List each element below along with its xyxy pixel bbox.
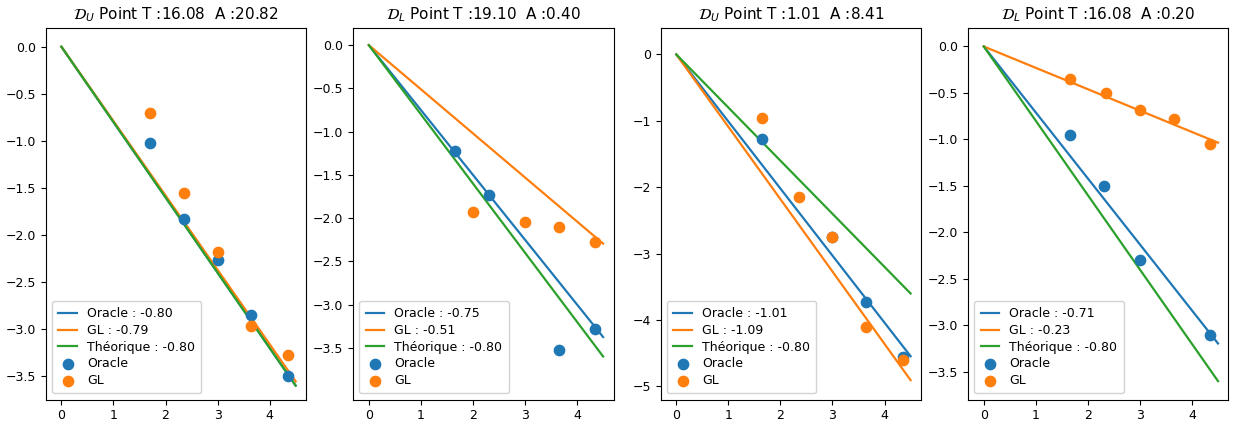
- Legend: Oracle : -1.01, GL : -1.09, Théorique : -0.80, Oracle, GL: Oracle : -1.01, GL : -1.09, Théorique : …: [666, 301, 816, 393]
- Point: [463, 209, 482, 216]
- Point: [139, 139, 159, 146]
- Point: [174, 216, 194, 223]
- Point: [242, 312, 262, 318]
- Legend: Oracle : -0.80, GL : -0.79, Théorique : -0.80, Oracle, GL: Oracle : -0.80, GL : -0.79, Théorique : …: [52, 301, 201, 393]
- Point: [1130, 257, 1150, 264]
- Point: [856, 323, 876, 330]
- Point: [823, 234, 843, 241]
- Point: [585, 325, 605, 332]
- Title: $\mathcal{D}_L$ Point T :16.08  A :0.20: $\mathcal{D}_L$ Point T :16.08 A :0.20: [1001, 6, 1196, 24]
- Point: [1060, 131, 1080, 138]
- Point: [242, 323, 262, 330]
- Point: [585, 239, 605, 246]
- Point: [479, 191, 499, 198]
- Point: [753, 135, 772, 142]
- Point: [139, 109, 159, 116]
- Legend: Oracle : -0.75, GL : -0.51, Théorique : -0.80, Oracle, GL: Oracle : -0.75, GL : -0.51, Théorique : …: [359, 301, 508, 393]
- Title: $\mathcal{D}_U$ Point T :16.08  A :20.82: $\mathcal{D}_U$ Point T :16.08 A :20.82: [73, 6, 279, 24]
- Point: [753, 114, 772, 121]
- Point: [1201, 331, 1220, 338]
- Point: [823, 234, 843, 241]
- Point: [856, 299, 876, 306]
- Point: [278, 352, 297, 359]
- Point: [174, 189, 194, 196]
- Point: [515, 219, 534, 226]
- Point: [445, 147, 465, 154]
- Point: [1060, 76, 1080, 83]
- Title: $\mathcal{D}_U$ Point T :1.01  A :8.41: $\mathcal{D}_U$ Point T :1.01 A :8.41: [697, 6, 884, 24]
- Title: $\mathcal{D}_L$ Point T :19.10  A :0.40: $\mathcal{D}_L$ Point T :19.10 A :0.40: [386, 6, 581, 24]
- Point: [1096, 89, 1116, 96]
- Point: [789, 194, 808, 201]
- Point: [278, 373, 297, 380]
- Point: [1201, 141, 1220, 148]
- Point: [549, 346, 569, 353]
- Point: [207, 257, 227, 264]
- Point: [207, 249, 227, 256]
- Point: [1130, 106, 1150, 113]
- Legend: Oracle : -0.71, GL : -0.23, Théorique : -0.80, Oracle, GL: Oracle : -0.71, GL : -0.23, Théorique : …: [975, 301, 1124, 393]
- Point: [1093, 182, 1113, 189]
- Point: [549, 223, 569, 230]
- Point: [1164, 116, 1183, 122]
- Point: [893, 353, 913, 360]
- Point: [893, 357, 913, 363]
